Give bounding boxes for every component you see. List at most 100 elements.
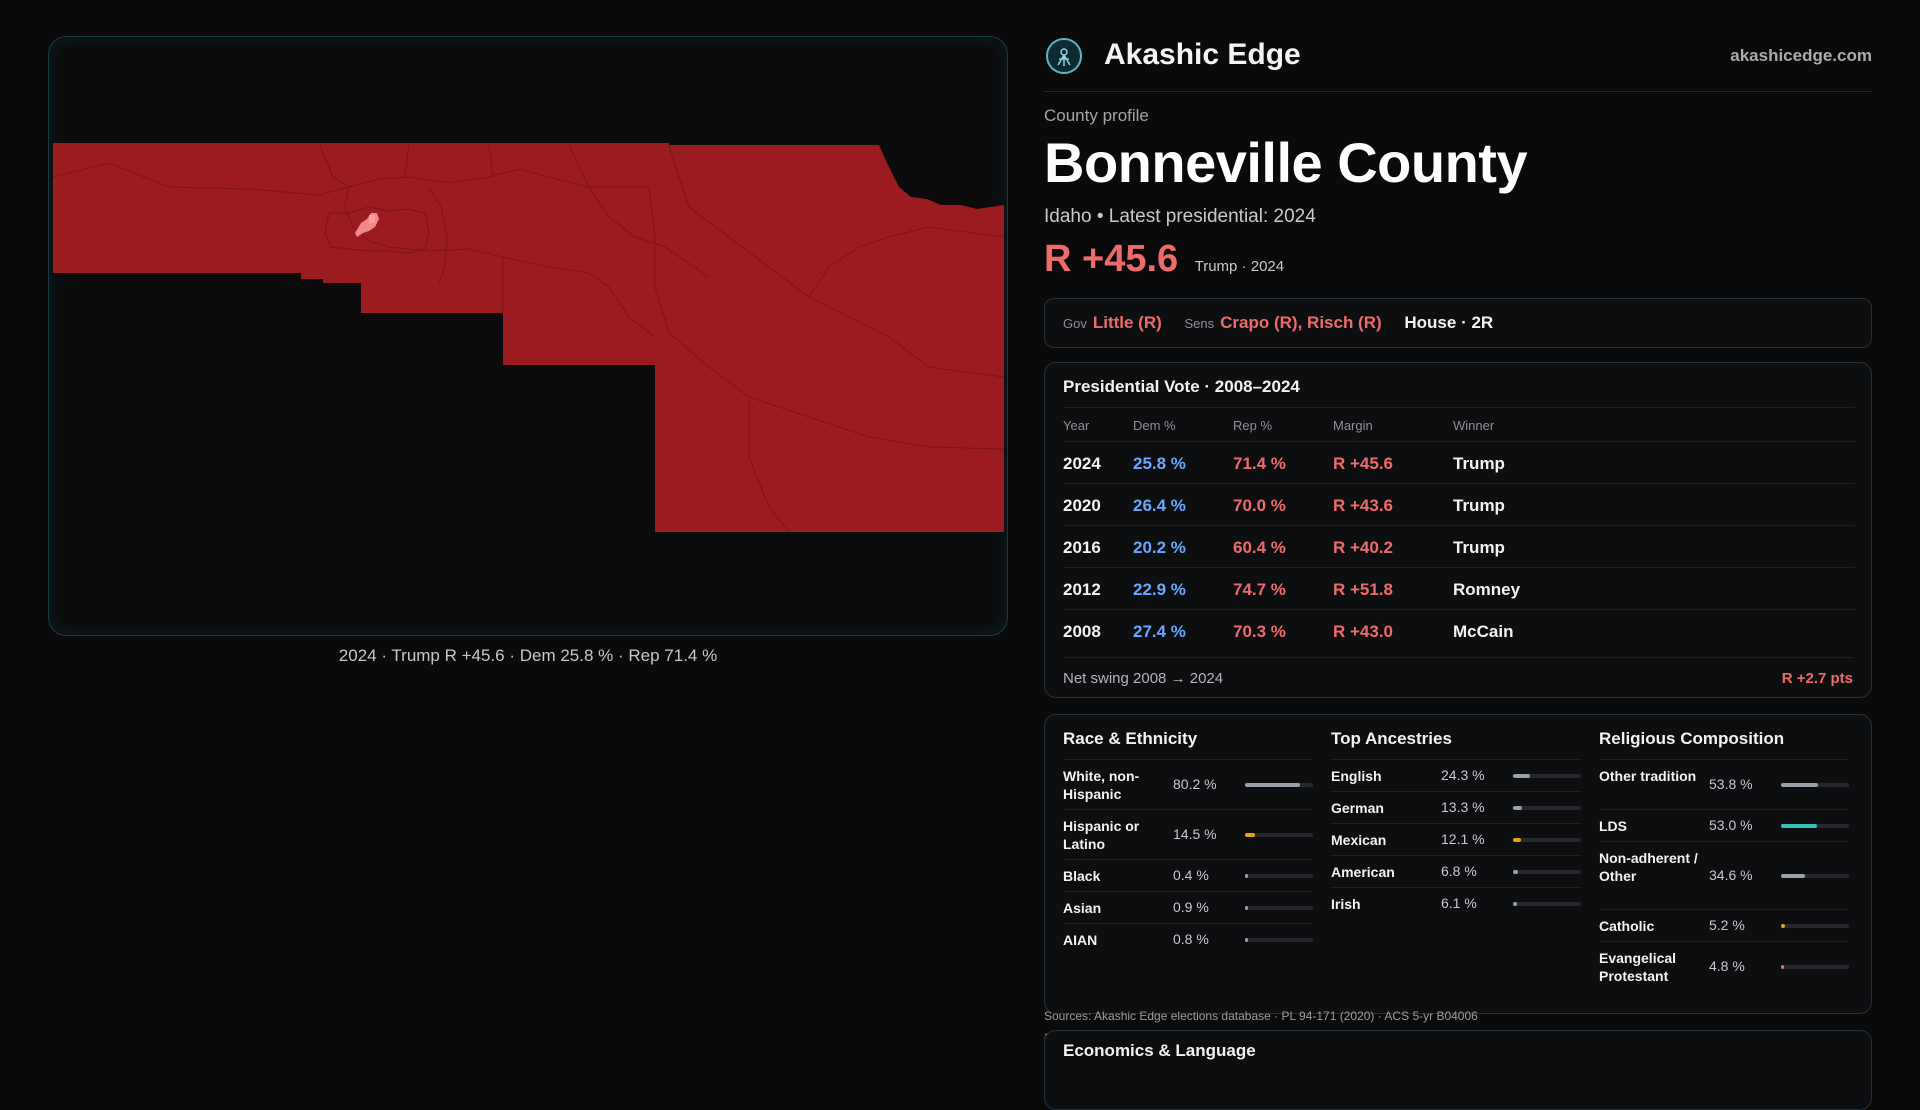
county-profile-panel: Akashic Edge akashicedge.com County prof… (1044, 0, 1872, 1110)
item-bar-fill (1245, 833, 1255, 837)
presidential-vote-card: Presidential Vote · 2008–2024 Year Dem %… (1044, 362, 1872, 698)
list-item: German 13.3 % (1331, 791, 1581, 823)
cell-dem: 26.4 % (1133, 496, 1186, 515)
cell-winner: Trump (1453, 454, 1505, 473)
list-item: Black 0.4 % (1063, 859, 1313, 891)
cell-margin: R +43.0 (1333, 622, 1394, 641)
list-item: English 24.3 % (1331, 759, 1581, 791)
economics-language-title: Economics & Language (1063, 1041, 1256, 1060)
item-value: 13.3 % (1441, 799, 1485, 815)
race-ethnicity-title: Race & Ethnicity (1063, 729, 1198, 748)
cell-winner: Romney (1453, 580, 1521, 599)
list-item: Catholic 5.2 % (1599, 909, 1849, 941)
brand-header: Akashic Edge akashicedge.com (1044, 36, 1872, 92)
item-value: 14.5 % (1173, 826, 1217, 842)
brand-name[interactable]: Akashic Edge (1104, 38, 1301, 71)
county-map[interactable] (49, 37, 1008, 636)
list-item: Non-adherent / Other 34.6 % (1599, 841, 1849, 909)
demographics-card: Race & Ethnicity White, non-Hispanic 80.2… (1044, 714, 1872, 1014)
item-bar (1513, 838, 1581, 842)
item-label: Other tradition (1599, 768, 1697, 784)
item-bar-fill (1513, 806, 1523, 810)
cell-rep: 71.4 % (1233, 454, 1286, 473)
item-value: 53.0 % (1709, 817, 1753, 833)
presidential-vote-table: Year Dem % Rep % Margin Winner 2024 25.8… (1063, 407, 1855, 651)
item-bar (1245, 938, 1313, 942)
akashic-edge-logo-icon[interactable] (1046, 38, 1082, 74)
representatives-bar: Gov Little (R) Sens Crapo (R), Risch (R) H… (1044, 298, 1872, 348)
list-item: Hispanic or Latino 14.5 % (1063, 809, 1313, 859)
cell-winner: Trump (1453, 538, 1505, 557)
item-label: Hispanic or Latino (1063, 818, 1140, 852)
list-item: Other tradition 53.8 % (1599, 759, 1849, 809)
governor-value: Little (R) (1092, 313, 1162, 332)
item-bar (1781, 965, 1849, 969)
item-value: 80.2 % (1173, 776, 1217, 792)
table-row: 2020 26.4 % 70.0 % R +43.6 Trump (1063, 483, 1855, 525)
page-subtitle: Idaho • Latest presidential: 2024 (1044, 206, 1316, 227)
list-item: American 6.8 % (1331, 855, 1581, 887)
item-label: Non-adherent / Other (1599, 850, 1698, 884)
cell-rep: 60.4 % (1233, 538, 1286, 557)
ancestries-list: English 24.3 % German 13.3 % Mexican 12.1 % Am… (1331, 759, 1581, 919)
table-row: 2024 25.8 % 71.4 % R +45.6 Trump (1063, 441, 1855, 483)
header-rep: Rep % (1233, 418, 1273, 433)
table-row: 2008 27.4 % 70.3 % R +43.0 McCain (1063, 609, 1855, 651)
religion-title: Religious Composition (1599, 729, 1785, 748)
item-label: American (1331, 864, 1395, 880)
item-bar-fill (1781, 965, 1785, 969)
item-value: 0.8 % (1173, 931, 1209, 947)
sources-line: Sources: Akashic Edge elections database… (1044, 1009, 1478, 1023)
item-label: Black (1063, 868, 1101, 884)
item-bar (1513, 902, 1581, 906)
economics-language-card: Economics & Language (1044, 1030, 1872, 1110)
senators-value: Crapo (R), Risch (R) (1220, 313, 1382, 332)
item-value: 12.1 % (1441, 831, 1485, 847)
item-bar-fill (1781, 824, 1818, 828)
item-label: English (1331, 768, 1382, 784)
cell-winner: McCain (1453, 622, 1514, 641)
list-item: AIAN 0.8 % (1063, 923, 1313, 955)
header-year: Year (1063, 418, 1090, 433)
cell-margin: R +51.8 (1333, 580, 1394, 599)
item-bar (1245, 874, 1313, 878)
item-bar-fill (1781, 874, 1805, 878)
item-bar-fill (1513, 870, 1518, 874)
item-value: 4.8 % (1709, 958, 1745, 974)
cell-margin: R +40.2 (1333, 538, 1394, 557)
county-shape[interactable] (52, 142, 1005, 533)
item-bar-fill (1513, 774, 1530, 778)
cell-year: 2012 (1063, 580, 1101, 599)
table-header-row: Year Dem % Rep % Margin Winner (1063, 407, 1855, 441)
item-bar (1513, 774, 1581, 778)
item-bar (1245, 833, 1313, 837)
item-value: 6.1 % (1441, 895, 1477, 911)
item-bar (1245, 783, 1313, 787)
table-row: 2016 20.2 % 60.4 % R +40.2 Trump (1063, 525, 1855, 567)
cell-dem: 27.4 % (1133, 622, 1186, 641)
table-row: 2012 22.9 % 74.7 % R +51.8 Romney (1063, 567, 1855, 609)
item-bar (1781, 924, 1849, 928)
margin-note: Trump · 2024 (1194, 258, 1285, 275)
page-eyebrow: County profile (1044, 106, 1149, 125)
county-map-panel[interactable] (48, 36, 1008, 636)
item-value: 0.9 % (1173, 899, 1209, 915)
map-caption: 2024 · Trump R +45.6 · Dem 25.8 % · Rep … (338, 646, 718, 665)
cell-margin: R +43.6 (1333, 496, 1394, 515)
item-bar-fill (1245, 874, 1248, 878)
item-value: 53.8 % (1709, 776, 1753, 792)
item-label: LDS (1599, 818, 1627, 834)
list-item: Asian 0.9 % (1063, 891, 1313, 923)
net-swing-value: R +2.7 pts (1781, 670, 1853, 687)
header-winner: Winner (1453, 418, 1495, 433)
item-bar (1513, 870, 1581, 874)
brand-url-link[interactable]: akashicedge.com (1730, 46, 1872, 65)
item-label: White, non-Hispanic (1063, 768, 1140, 802)
cell-rep: 74.7 % (1233, 580, 1286, 599)
item-bar (1781, 874, 1849, 878)
header-margin: Margin (1333, 418, 1373, 433)
presidential-vote-title: Presidential Vote · 2008–2024 (1063, 377, 1300, 396)
item-label: Mexican (1331, 832, 1387, 848)
cell-margin: R +45.6 (1333, 454, 1394, 473)
item-value: 24.3 % (1441, 767, 1485, 783)
